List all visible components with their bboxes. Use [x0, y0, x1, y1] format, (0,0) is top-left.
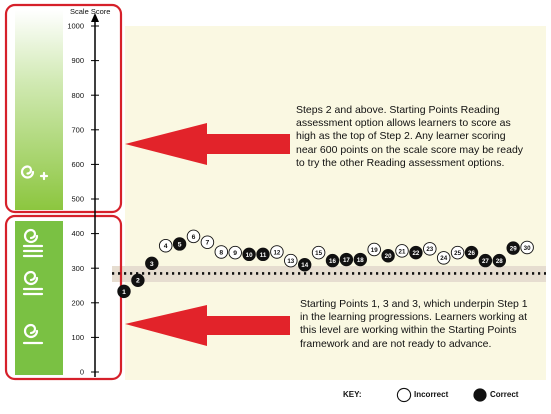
- point-label: 27: [482, 258, 489, 265]
- point-label: 24: [440, 255, 447, 262]
- point-label: 10: [246, 252, 253, 259]
- point-label: 19: [371, 247, 378, 254]
- point-label: 1: [122, 289, 126, 296]
- point-label: 26: [468, 250, 475, 257]
- y-tick-label: 600: [71, 160, 84, 169]
- spiral-plus-icon: [20, 165, 49, 181]
- point-label: 4: [164, 243, 168, 250]
- y-tick-label: 900: [71, 56, 84, 65]
- spiral-one-line-icon: [22, 323, 44, 345]
- correct-point: [409, 245, 423, 260]
- correct-point: [492, 253, 507, 268]
- point-label: 5: [178, 241, 182, 248]
- correct-point: [242, 247, 256, 262]
- point-label: 29: [510, 246, 517, 253]
- spiral-three-lines-icon: [22, 228, 44, 258]
- legend-title: KEY:: [343, 390, 362, 399]
- point-label: 21: [399, 248, 406, 255]
- y-tick-label: 500: [71, 195, 84, 204]
- point-label: 18: [357, 257, 364, 264]
- point-label: 6: [192, 234, 196, 241]
- point-label: 8: [219, 249, 223, 256]
- point-label: 23: [426, 246, 433, 253]
- annotation-arrow-upper: [125, 123, 290, 165]
- correct-point: [298, 258, 312, 272]
- legend-incorrect-label: Incorrect: [414, 390, 449, 399]
- y-tick-label: 200: [71, 298, 84, 307]
- correct-point: [172, 237, 187, 251]
- point-label: 7: [206, 240, 210, 247]
- y-tick-label: 300: [71, 264, 84, 273]
- point-label: 3: [150, 261, 154, 268]
- y-tick-label: 100: [71, 333, 84, 342]
- correct-point: [339, 252, 354, 267]
- correct-point: [256, 247, 270, 262]
- legend-correct-marker: [473, 388, 487, 402]
- correct-point: [145, 256, 159, 271]
- y-axis-title: Scale Score: [70, 7, 111, 16]
- point-label: 13: [287, 258, 294, 265]
- point-label: 25: [454, 250, 461, 257]
- annotation-lower: Starting Points 1, 3 and 3, which underp…: [300, 298, 528, 350]
- correct-point: [506, 241, 520, 255]
- point-label: 2: [136, 278, 140, 285]
- incorrect-point: [367, 242, 381, 257]
- point-label: 15: [315, 250, 322, 257]
- step-2-band: [15, 10, 63, 210]
- incorrect-point: [436, 251, 451, 265]
- incorrect-point: [200, 235, 215, 249]
- correct-point: [478, 253, 493, 268]
- correct-point: [381, 249, 395, 263]
- point-label: 11: [260, 252, 267, 259]
- legend-incorrect-marker: [396, 387, 412, 403]
- correct-point: [464, 245, 479, 260]
- point-label: 30: [524, 245, 531, 252]
- y-tick-label: 700: [71, 125, 84, 134]
- incorrect-point: [158, 238, 173, 253]
- legend-correct-label: Correct: [490, 390, 519, 399]
- correct-point: [131, 273, 145, 288]
- legend: [396, 387, 487, 403]
- incorrect-point: [520, 240, 534, 255]
- incorrect-point: [450, 245, 465, 260]
- step-1-highlight-frame: [4, 214, 123, 381]
- incorrect-point: [395, 244, 409, 258]
- annotation-upper: Steps 2 and above. Starting Points Readi…: [296, 104, 524, 169]
- point-label: 20: [385, 253, 392, 260]
- incorrect-point: [270, 245, 284, 259]
- point-label: 22: [412, 250, 419, 257]
- incorrect-point: [311, 245, 326, 260]
- incorrect-point: [423, 242, 437, 256]
- y-axis-arrowhead: [91, 13, 99, 22]
- correct-point: [353, 252, 368, 267]
- annotation-arrow-lower: [125, 305, 290, 346]
- y-tick-label: 800: [71, 91, 84, 100]
- incorrect-point: [228, 245, 242, 260]
- y-tick-label: 1000: [67, 22, 84, 31]
- y-tick-label: 0: [80, 368, 84, 377]
- incorrect-point: [186, 229, 201, 244]
- point-label: 9: [233, 250, 237, 257]
- correct-point: [325, 253, 340, 268]
- step-1-band: [15, 221, 63, 375]
- correct-point: [117, 284, 131, 299]
- step-2-highlight-frame: [4, 3, 123, 214]
- point-label: 12: [273, 249, 280, 256]
- point-label: 28: [496, 258, 503, 265]
- point-label: 16: [329, 258, 336, 265]
- incorrect-point: [214, 245, 229, 259]
- point-label: 17: [343, 257, 350, 264]
- incorrect-point: [284, 253, 298, 268]
- spiral-two-lines-icon: [22, 270, 44, 296]
- point-label: 14: [301, 262, 308, 269]
- y-tick-label: 400: [71, 229, 84, 238]
